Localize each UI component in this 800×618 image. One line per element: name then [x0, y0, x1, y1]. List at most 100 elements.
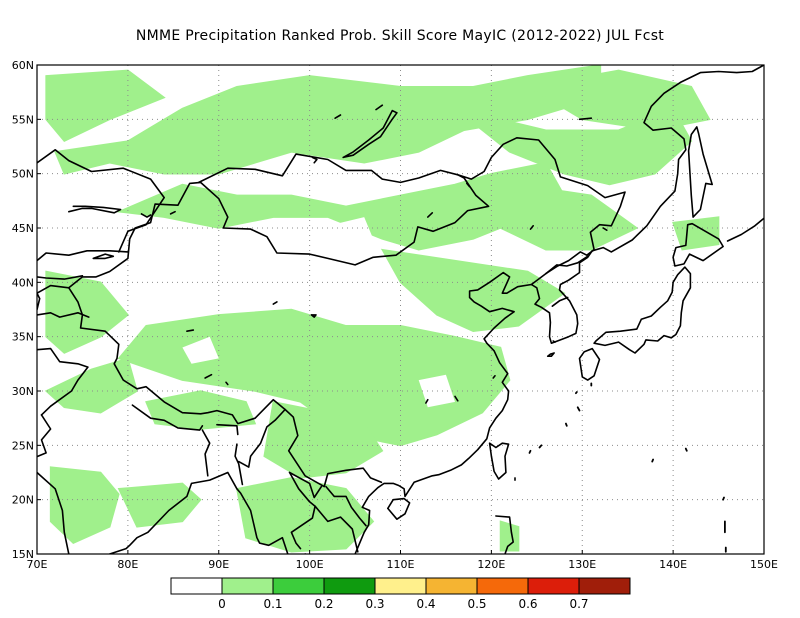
lake-outline [602, 227, 608, 231]
y-tick-label: 15N [12, 548, 34, 561]
country-boundary [37, 284, 70, 295]
lake-outline [272, 301, 278, 305]
colorbar-label: 0.7 [569, 597, 588, 611]
colorbar-swatch [374, 577, 427, 595]
y-tick-label: 45N [12, 222, 34, 235]
skill-region [499, 183, 639, 251]
island [722, 496, 725, 501]
lake-outline [426, 212, 434, 218]
lake-outline [375, 104, 384, 111]
country-boundary [68, 137, 626, 289]
lake-outline [529, 225, 535, 230]
country-boundary [37, 347, 89, 416]
island [575, 391, 578, 395]
lake-layer [68, 104, 608, 404]
country-boundary [37, 250, 129, 262]
skill-region [49, 466, 120, 544]
country-boundary [325, 485, 367, 527]
country-boundary [237, 408, 286, 468]
country-boundary [68, 286, 383, 488]
skill-gap [182, 336, 219, 364]
skill-field-layer [44, 65, 720, 553]
country-boundary [288, 471, 323, 499]
x-tick-label: 80E [117, 558, 138, 571]
y-tick-label: 20N [12, 494, 34, 507]
x-tick-label: 120E [477, 558, 505, 571]
coastline [386, 497, 411, 521]
skill-region [117, 482, 202, 528]
axis-ticks: 70E 80E 90E 100E 110E 120E 130E 140E 150E 15N 20N 2… [12, 59, 778, 571]
coastline [546, 352, 555, 358]
coastline [687, 126, 714, 218]
lake-outline [92, 253, 115, 260]
coastline-layer [37, 65, 764, 554]
lake-outline [140, 213, 152, 218]
colorbar-swatch [578, 577, 631, 595]
coastline [488, 442, 510, 480]
lake-outline [169, 210, 176, 215]
lake-outline [425, 398, 429, 404]
lake-outline [204, 373, 213, 379]
y-tick-label: 60N [12, 59, 34, 72]
colorbar-swatch [425, 577, 478, 595]
country-boundary [234, 443, 244, 486]
colorbar-label: 0.5 [467, 597, 486, 611]
coastline [37, 471, 70, 554]
country-boundary [131, 404, 204, 431]
skill-region [499, 520, 520, 552]
country-boundary [314, 505, 359, 553]
island [651, 458, 654, 463]
coastline [726, 217, 764, 242]
y-tick-label: 50N [12, 168, 34, 181]
lake-outline [454, 395, 459, 402]
y-tick-label: 40N [12, 276, 34, 289]
country-boundary [201, 429, 211, 477]
lake-outline [334, 114, 342, 119]
coastline [593, 266, 692, 354]
colorbar-label: 0 [218, 597, 226, 611]
lake-outline [492, 374, 496, 379]
coastline [354, 65, 764, 554]
colorbar-label: 0.1 [263, 597, 282, 611]
colorbar-swatch [272, 577, 325, 595]
colorbar-swatch [527, 577, 580, 595]
lake-outline [186, 329, 195, 333]
country-boundary [37, 311, 90, 318]
skill-region [672, 216, 720, 251]
x-tick-label: 140E [659, 558, 687, 571]
island [565, 422, 568, 427]
country-boundary [37, 149, 165, 253]
lake-outline [225, 381, 229, 386]
country-boundary [216, 423, 239, 436]
colorbar-swatch [170, 577, 223, 595]
island [576, 406, 581, 412]
coastline [552, 340, 556, 343]
skill-gap [318, 217, 374, 245]
y-tick-label: 30N [12, 385, 34, 398]
lake-outline [310, 314, 317, 318]
skill-region [145, 390, 257, 430]
x-tick-label: 70E [27, 558, 48, 571]
lake-outline [342, 109, 398, 159]
y-tick-label: 35N [12, 331, 34, 344]
coastline [672, 222, 724, 267]
island-layer [528, 382, 727, 553]
x-tick-label: 150E [750, 558, 778, 571]
skill-region [45, 270, 129, 354]
country-boundary [37, 292, 41, 311]
lake-outline [68, 205, 122, 214]
coastline [495, 515, 515, 554]
skill-region [117, 308, 511, 447]
colorbar-label: 0.2 [314, 597, 333, 611]
colorbar-swatch [221, 577, 274, 595]
country-boundary [198, 153, 459, 184]
country-boundary [551, 296, 569, 308]
country-boundary [288, 471, 316, 550]
island [528, 449, 532, 454]
x-tick-label: 100E [296, 558, 324, 571]
y-tick-label: 25N [12, 439, 34, 452]
island [538, 444, 543, 449]
colorbar: 0 0.1 0.2 0.3 0.4 0.5 0.6 0.7 [170, 577, 631, 611]
chart-title: NMME Precipitation Ranked Prob. Skill Sc… [135, 28, 665, 44]
x-tick-label: 110E [387, 558, 415, 571]
